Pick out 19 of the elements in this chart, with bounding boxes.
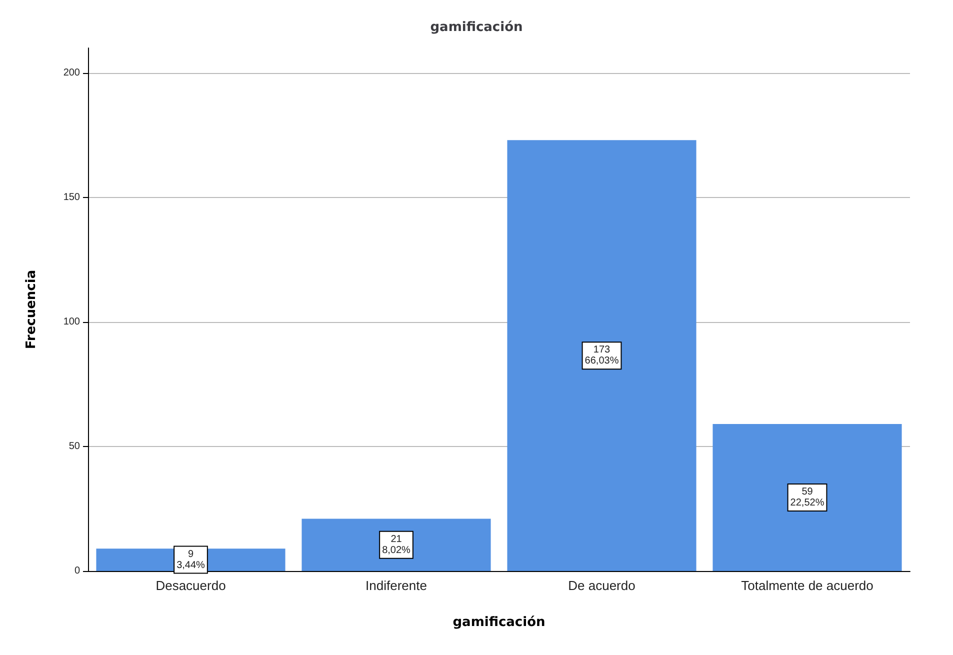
data-label: 59 22,52% (790, 486, 824, 509)
x-tick-label: Totalmente de acuerdo (741, 578, 874, 593)
y-tick-label: 0 (74, 566, 80, 576)
data-label: 173 66,03% (584, 344, 619, 367)
bar (712, 424, 902, 571)
x-axis-title: gamificación (452, 615, 546, 630)
x-tick-label: Indiferente (366, 578, 427, 593)
data-label: 21 8,02% (382, 534, 411, 556)
y-tick-label: 200 (63, 67, 80, 78)
y-tick-label: 50 (68, 440, 80, 452)
bar (302, 518, 491, 571)
y-axis-title: Frecuencia (24, 270, 39, 350)
bar (507, 140, 696, 571)
data-label: 9 3,44% (176, 548, 206, 571)
x-tick-label: De acuerdo (568, 578, 636, 593)
y-tick-label: 150 (63, 192, 80, 203)
chart-title: gamificación (430, 20, 523, 35)
y-tick-label: 100 (63, 316, 80, 328)
x-tick-label: Desacuerdo (156, 578, 226, 593)
